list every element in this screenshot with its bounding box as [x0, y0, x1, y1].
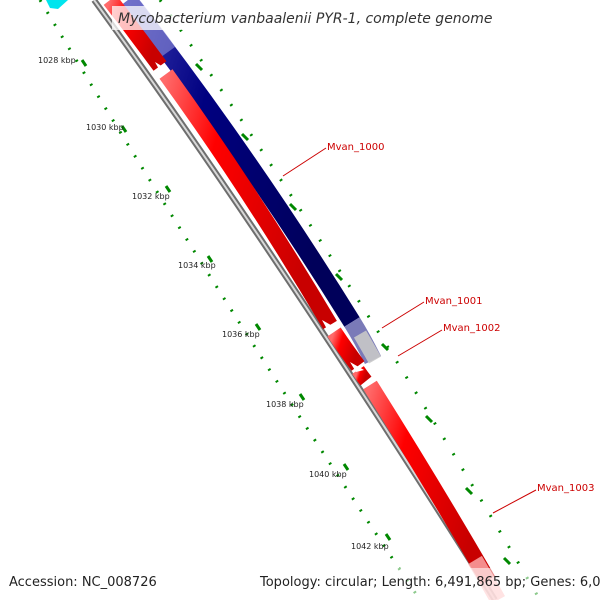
- gene-red-main[interactable]: [159, 69, 337, 330]
- gene-label-leaders: [282, 147, 537, 514]
- footer-backdrop: [0, 568, 600, 600]
- gene-label-mvan-1001[interactable]: Mvan_1001: [425, 296, 482, 307]
- arrowhead-gene-red-main: [322, 320, 336, 331]
- gene-mvan-1003[interactable]: [363, 380, 495, 585]
- tick-label-1034: 1034 kbp: [178, 261, 216, 270]
- gene-label-mvan-1000[interactable]: Mvan_1000: [327, 142, 384, 153]
- gene-label-mvan-1003[interactable]: Mvan_1003: [537, 483, 594, 494]
- gene-mvan-1002[interactable]: [327, 327, 365, 371]
- gene-small-red[interactable]: [352, 366, 372, 386]
- tick-label-1028: 1028 kbp: [38, 56, 76, 65]
- summary-text: Topology: circular; Length: 6,491,865 bp…: [259, 575, 600, 590]
- title-backdrop: [112, 6, 458, 30]
- tick-label-1038: 1038 kbp: [266, 400, 304, 409]
- map-title: Mycobacterium vanbaalenii PYR-1, complet…: [118, 11, 493, 27]
- tick-marks-inner: [80, 59, 392, 541]
- gene-label-mvan-1002[interactable]: Mvan_1002: [443, 323, 500, 334]
- cyan-feature[interactable]: [46, 0, 68, 9]
- arrowhead-gene-mvan-1002: [350, 362, 364, 372]
- tick-label-1030: 1030 kbp: [86, 123, 124, 132]
- tick-label-1042: 1042 kbp: [351, 542, 389, 551]
- accession-text: Accession: NC_008726: [9, 575, 157, 590]
- tick-label-1032: 1032 kbp: [132, 192, 170, 201]
- tick-label-1040: 1040 kbp: [309, 470, 347, 479]
- arrowhead-gene-red-top: [155, 62, 170, 73]
- tick-label-1036: 1036 kbp: [222, 330, 260, 339]
- tick-marks-outer: [194, 62, 512, 566]
- tick-track-outer: [158, 0, 542, 600]
- gene-mvan-1001-tip: [353, 330, 382, 364]
- tick-track-inner: [38, 0, 422, 600]
